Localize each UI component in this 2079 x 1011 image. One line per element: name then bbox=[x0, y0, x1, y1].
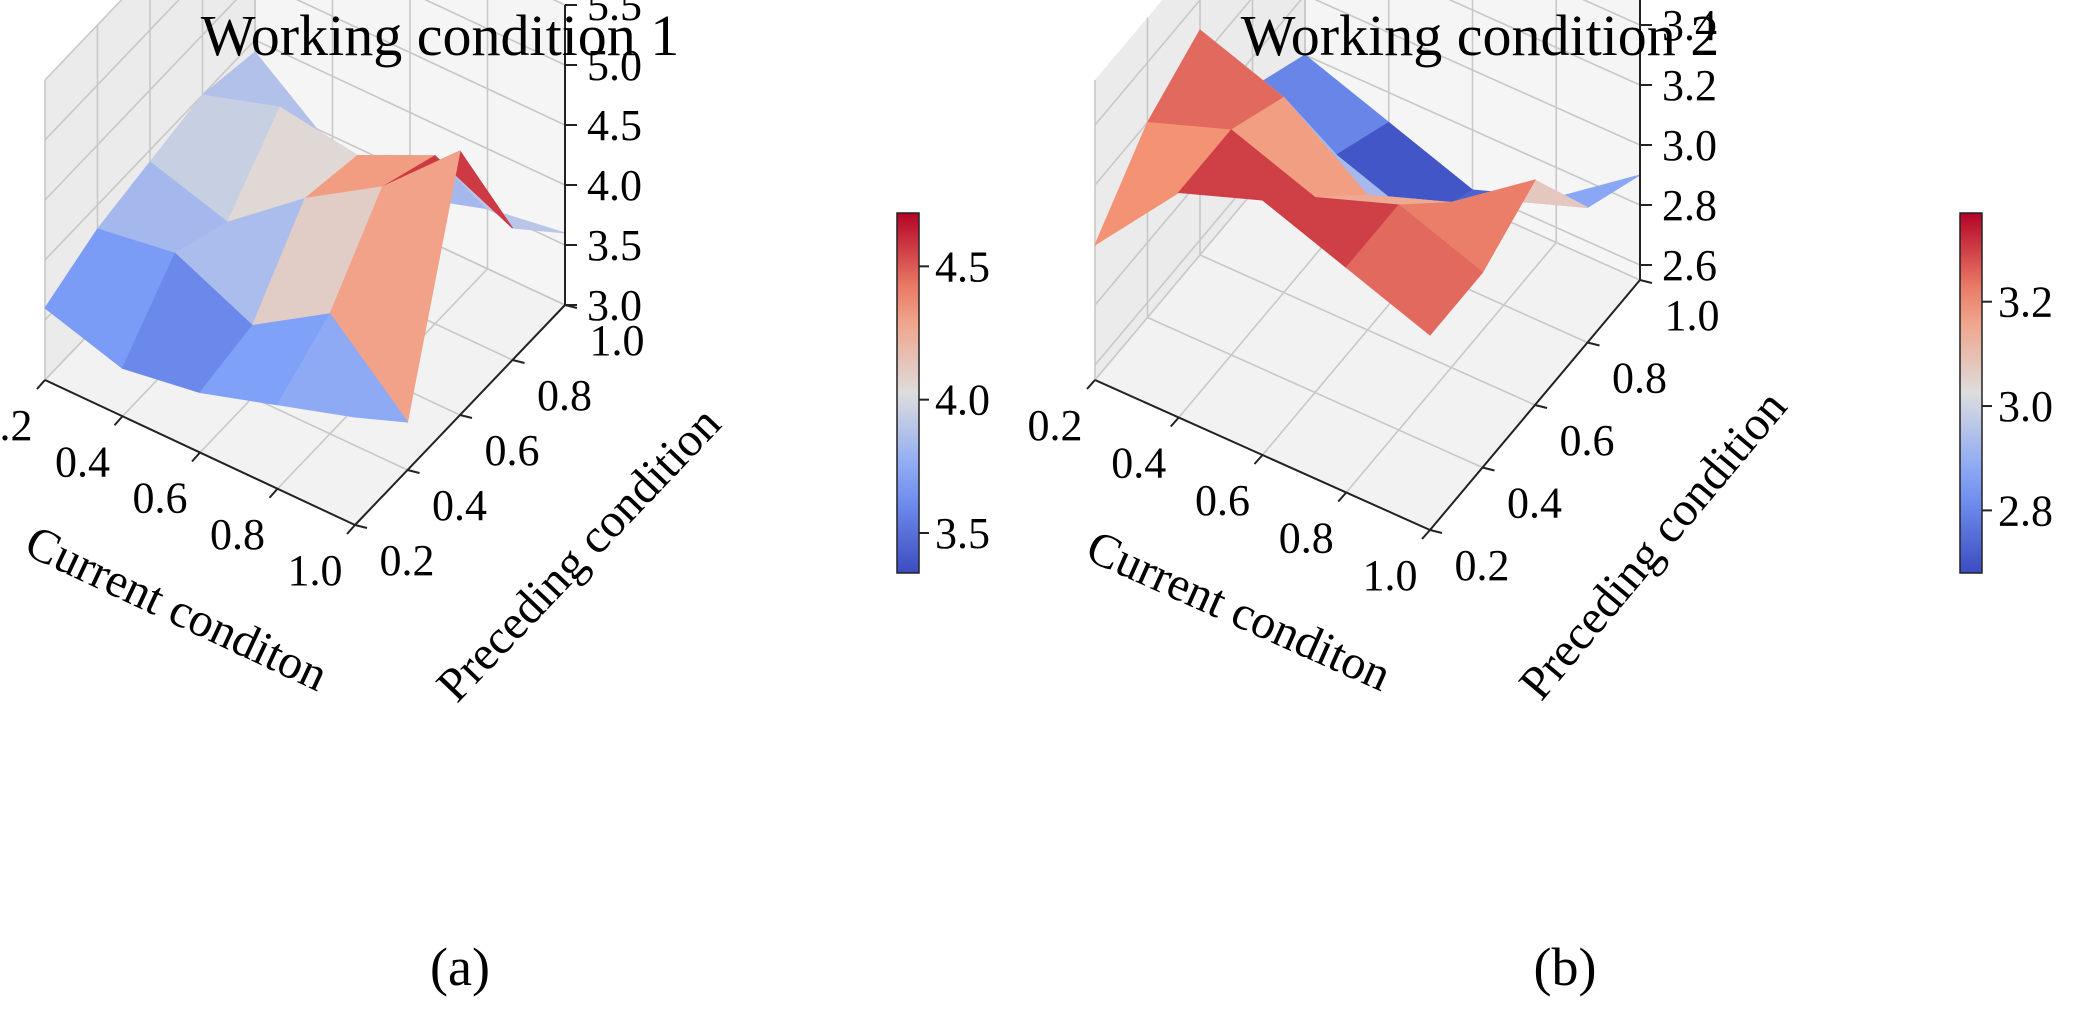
x-tick-label: 1.0 bbox=[288, 546, 343, 595]
gridline bbox=[1314, 0, 1641, 146]
y-tick-label: 0.6 bbox=[1560, 416, 1615, 465]
colorbar-tick-label: 3.0 bbox=[1998, 382, 2053, 431]
y-tick bbox=[1534, 404, 1548, 409]
y-tick-label: 0.8 bbox=[1612, 354, 1667, 403]
colorbar-tick-label: 3.5 bbox=[935, 509, 990, 558]
y-tick bbox=[407, 469, 420, 474]
x-tick-label: 0.6 bbox=[133, 474, 188, 523]
z-tick-label: 3.5 bbox=[587, 221, 642, 270]
x-tick-label: 0.6 bbox=[1195, 476, 1250, 525]
chart-title: Working condition 1 bbox=[201, 3, 680, 68]
x-tick bbox=[1253, 454, 1264, 465]
z-tick-label: 2.6 bbox=[1662, 241, 1717, 290]
x-tick bbox=[36, 379, 46, 390]
x-tick-label: 0.4 bbox=[1111, 439, 1166, 488]
surface-patch bbox=[276, 312, 409, 423]
panel-b: 0.20.40.60.81.0 0.20.40.60.81.02.62.83.03… bbox=[1028, 0, 2053, 997]
z-tick-label: 5.0 bbox=[587, 41, 642, 90]
surface bbox=[44, 51, 566, 424]
panel-label: (b) bbox=[1534, 937, 1597, 997]
surface bbox=[1093, 29, 1641, 336]
colorbar-gradient bbox=[896, 212, 920, 574]
z-tick-label: 4.0 bbox=[587, 161, 642, 210]
x-tick-label: 0.8 bbox=[210, 510, 265, 559]
gridline bbox=[1147, 316, 1483, 469]
panel-a: 0.20.40.60.81.00.20.40.60.81.03.03.54.04… bbox=[0, 0, 990, 997]
x-tick-label: 0.4 bbox=[55, 437, 110, 486]
gridline bbox=[44, 0, 123, 81]
y-tick-label: 0.4 bbox=[1507, 479, 1562, 528]
z-tick-label: 3.0 bbox=[1662, 121, 1717, 170]
ticks bbox=[36, 4, 578, 535]
tick-labels: 0.20.40.60.81.00.20.40.60.81.03.03.54.04… bbox=[0, 0, 645, 595]
ticks bbox=[1086, 24, 1653, 540]
gridline bbox=[44, 0, 238, 201]
gridline bbox=[1304, 54, 1641, 206]
colorbar-tick-label: 4.0 bbox=[935, 376, 990, 425]
colorbar-gradient bbox=[1959, 212, 1983, 574]
y-tick bbox=[1587, 341, 1600, 347]
gridline bbox=[44, 0, 180, 141]
colorbar-tick-label: 2.8 bbox=[1998, 486, 2053, 535]
y-tick bbox=[512, 359, 525, 364]
x-tick bbox=[191, 451, 201, 463]
gridline bbox=[1448, 0, 1641, 86]
y-tick-label: 0.2 bbox=[1455, 541, 1510, 590]
y-tick bbox=[1639, 279, 1653, 284]
colorbar-tick-label: 3.2 bbox=[1998, 278, 2053, 327]
x-tick bbox=[1421, 529, 1431, 540]
gridline bbox=[295, 0, 566, 126]
panel-label: (a) bbox=[430, 937, 490, 997]
z-tick-label: 3.4 bbox=[1662, 1, 1717, 50]
x-tick-label: 0.8 bbox=[1279, 514, 1334, 563]
gridline bbox=[424, 0, 566, 66]
x-tick bbox=[268, 488, 279, 499]
x-axis-label: Current conditon bbox=[17, 515, 335, 702]
x-tick bbox=[1170, 416, 1180, 428]
tick-labels: 0.20.40.60.81.0 0.20.40.60.81.02.62.83.03… bbox=[1028, 1, 1720, 600]
y-tick-label: 0.4 bbox=[432, 481, 487, 530]
colorbar: 3.5 4.0 4.5 bbox=[896, 212, 990, 574]
z-tick-label: 5.5 bbox=[587, 0, 642, 30]
x-tick bbox=[1337, 491, 1347, 503]
x-tick-label: 0.2 bbox=[0, 401, 33, 450]
colorbar-tick-label: 4.5 bbox=[935, 242, 990, 291]
z-tick-label: 3.0 bbox=[587, 281, 642, 330]
gridline bbox=[44, 39, 256, 261]
y-axis-label: Preceding condition bbox=[427, 397, 731, 712]
z-tick-label: 4.5 bbox=[587, 101, 642, 150]
surface-patch bbox=[1345, 204, 1484, 336]
x-tick-label: 1.0 bbox=[1363, 551, 1418, 600]
y-tick-label: 0.6 bbox=[485, 426, 540, 475]
x-tick-label: 0.2 bbox=[1028, 401, 1083, 450]
y-tick-label: 1.0 bbox=[1665, 291, 1720, 340]
z-tick-label: 3.2 bbox=[1662, 61, 1717, 110]
gridline bbox=[1094, 0, 1202, 126]
y-tick-label: 0.8 bbox=[537, 371, 592, 420]
gridline bbox=[254, 39, 566, 186]
chart-title: Working condition 2 bbox=[1241, 3, 1720, 68]
x-tick bbox=[113, 415, 124, 426]
x-tick bbox=[346, 524, 356, 535]
colorbar: 2.8 3.0 3.2 bbox=[1959, 212, 2053, 574]
y-tick-label: 1.0 bbox=[590, 316, 645, 365]
x-tick bbox=[1086, 379, 1096, 390]
y-tick-label: 0.2 bbox=[380, 536, 435, 585]
y-tick bbox=[354, 524, 368, 529]
z-tick-label: 2.8 bbox=[1662, 181, 1717, 230]
x-axis-label: Current conditon bbox=[1079, 520, 1399, 702]
y-tick bbox=[1429, 529, 1443, 534]
y-axis-label: Preceding condition bbox=[1509, 380, 1797, 709]
y-tick bbox=[459, 414, 473, 419]
y-tick bbox=[1482, 466, 1495, 472]
gridline bbox=[1199, 254, 1536, 406]
